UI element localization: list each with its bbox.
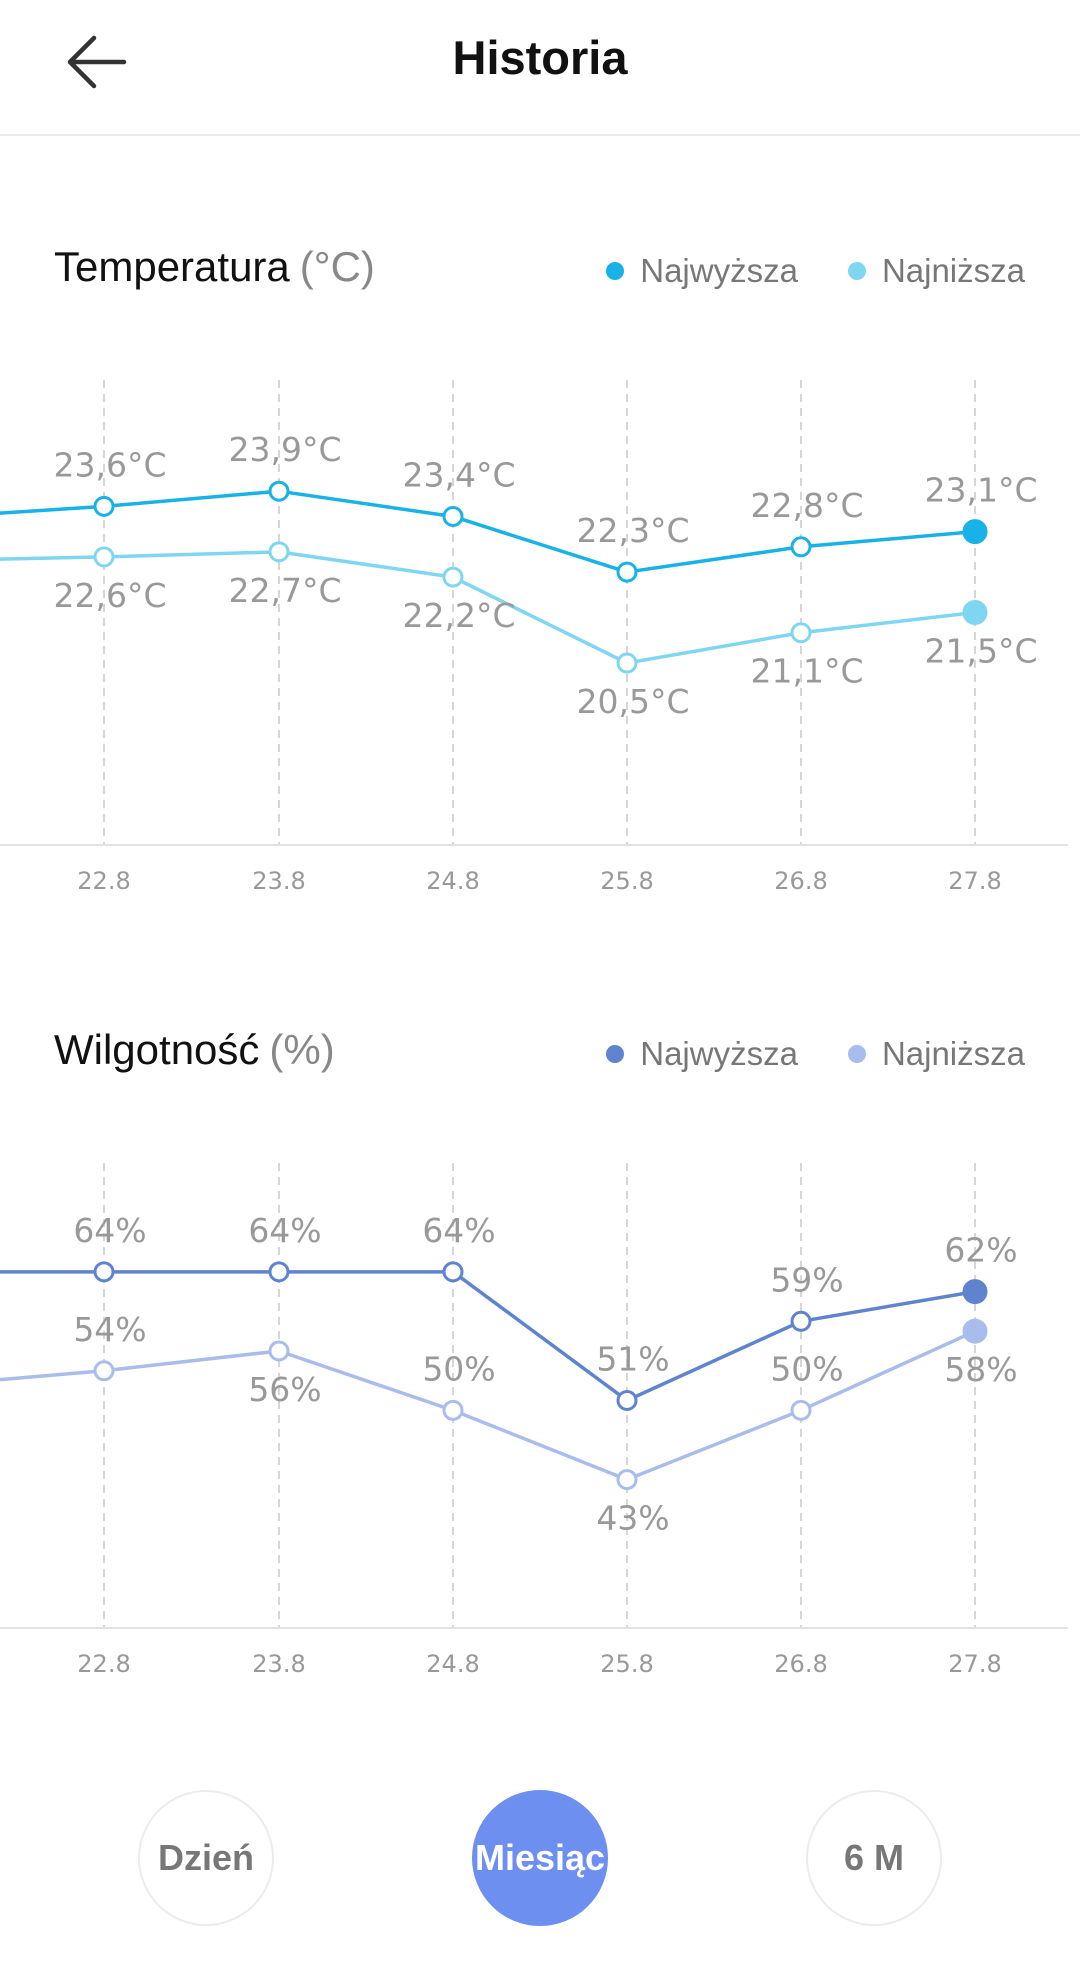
legend-dot-low: [847, 262, 866, 280]
data-point: [616, 1389, 638, 1411]
data-point: [790, 1310, 812, 1332]
data-label: 64%: [422, 1211, 495, 1250]
data-point: [442, 505, 464, 527]
data-label: 22,7°C: [228, 571, 341, 610]
x-tick-label: 25.8: [600, 1650, 653, 1678]
data-label: 51%: [596, 1339, 669, 1378]
data-point: [616, 1469, 638, 1491]
legend-label-low: Najniższa: [881, 252, 1025, 289]
legend-dot-high: [606, 1045, 625, 1063]
tab-six-months[interactable]: 6 M: [806, 1790, 942, 1926]
x-tick-label: 26.8: [774, 867, 827, 895]
temperature-legend: Najwyższa Najniższa: [606, 252, 1025, 290]
data-label: 22,6°C: [53, 576, 166, 615]
legend-dot-low: [847, 1045, 866, 1063]
temperature-title-text: Temperatura: [54, 243, 290, 290]
temperature-unit: (°C): [299, 243, 375, 290]
data-label: 50%: [422, 1349, 495, 1388]
data-point: [442, 1399, 464, 1421]
tab-day[interactable]: Dzień: [138, 1790, 274, 1926]
data-label: 64%: [73, 1211, 146, 1250]
x-tick-label: 22.8: [77, 1650, 130, 1678]
data-point: [962, 519, 988, 545]
data-label: 62%: [944, 1231, 1017, 1270]
data-point: [268, 480, 290, 502]
temperature-chart-title: Temperatura (°C): [54, 243, 375, 291]
x-tick-label: 26.8: [774, 1650, 827, 1678]
data-point: [790, 622, 812, 644]
data-label: 22,2°C: [402, 596, 515, 635]
data-label: 20,5°C: [576, 682, 689, 721]
data-label: 59%: [770, 1260, 843, 1299]
legend-dot-high: [606, 262, 625, 280]
data-point: [93, 1360, 115, 1382]
header: Historia: [0, 0, 1080, 136]
data-point: [93, 546, 115, 568]
data-label: 54%: [73, 1310, 146, 1349]
data-label: 21,1°C: [750, 652, 863, 691]
back-arrow-icon[interactable]: [66, 34, 130, 90]
legend-item-low: Najniższa: [847, 1035, 1025, 1073]
data-label: 43%: [596, 1499, 669, 1538]
data-label: 23,4°C: [402, 455, 515, 494]
x-tick-label: 24.8: [426, 867, 479, 895]
data-label: 50%: [770, 1349, 843, 1388]
data-label: 56%: [248, 1370, 321, 1409]
data-label: 22,3°C: [576, 511, 689, 550]
data-point: [93, 495, 115, 517]
data-point: [268, 1340, 290, 1362]
data-point: [442, 566, 464, 588]
data-point: [268, 1261, 290, 1283]
data-point: [962, 600, 988, 625]
temperature-chart: 22.8 23.8 24.8 25.8 26.8 27.8 23,6°C 23,9°C 23,4…: [0, 380, 1068, 895]
page-title: Historia: [452, 31, 628, 84]
data-point: [442, 1261, 464, 1283]
x-tick-label: 25.8: [600, 867, 653, 895]
humidity-chart-title: Wilgotność (%): [54, 1026, 335, 1074]
data-point: [616, 561, 638, 583]
legend-label-low: Najniższa: [881, 1035, 1025, 1072]
humidity-unit: (%): [269, 1026, 335, 1073]
tab-month[interactable]: Miesiąc: [472, 1790, 608, 1926]
x-tick-label: 27.8: [948, 1650, 1001, 1678]
data-point: [962, 1279, 988, 1305]
legend-label-high: Najwyższa: [640, 1035, 798, 1072]
humidity-legend: Najwyższa Najniższa: [606, 1035, 1025, 1073]
legend-item-high: Najwyższa: [606, 1035, 798, 1073]
humidity-title-text: Wilgotność: [54, 1026, 260, 1073]
data-label: 21,5°C: [924, 632, 1037, 671]
data-point: [790, 1399, 812, 1421]
humidity-chart: 22.8 23.8 24.8 25.8 26.8 27.8 64% 64% 64% 51% 59% 6…: [0, 1163, 1068, 1678]
data-label: 23,1°C: [924, 471, 1037, 510]
data-label: 22,8°C: [750, 486, 863, 525]
legend-item-low: Najniższa: [847, 252, 1025, 290]
data-label: 64%: [248, 1211, 321, 1250]
x-tick-label: 24.8: [426, 1650, 479, 1678]
data-point: [790, 536, 812, 558]
period-tabs: Dzień Miesiąc 6 M: [0, 1790, 1080, 1930]
legend-label-high: Najwyższa: [640, 252, 798, 289]
x-tick-label: 22.8: [77, 867, 130, 895]
data-point: [616, 652, 638, 674]
legend-item-high: Najwyższa: [606, 252, 798, 290]
data-label: 23,9°C: [228, 430, 341, 469]
data-label: 58%: [944, 1350, 1017, 1389]
data-point: [962, 1318, 988, 1344]
x-tick-label: 23.8: [252, 1650, 305, 1678]
data-point: [268, 541, 290, 563]
x-tick-label: 23.8: [252, 867, 305, 895]
x-tick-label: 27.8: [948, 867, 1001, 895]
data-label: 23,6°C: [53, 445, 166, 484]
data-point: [93, 1261, 115, 1283]
